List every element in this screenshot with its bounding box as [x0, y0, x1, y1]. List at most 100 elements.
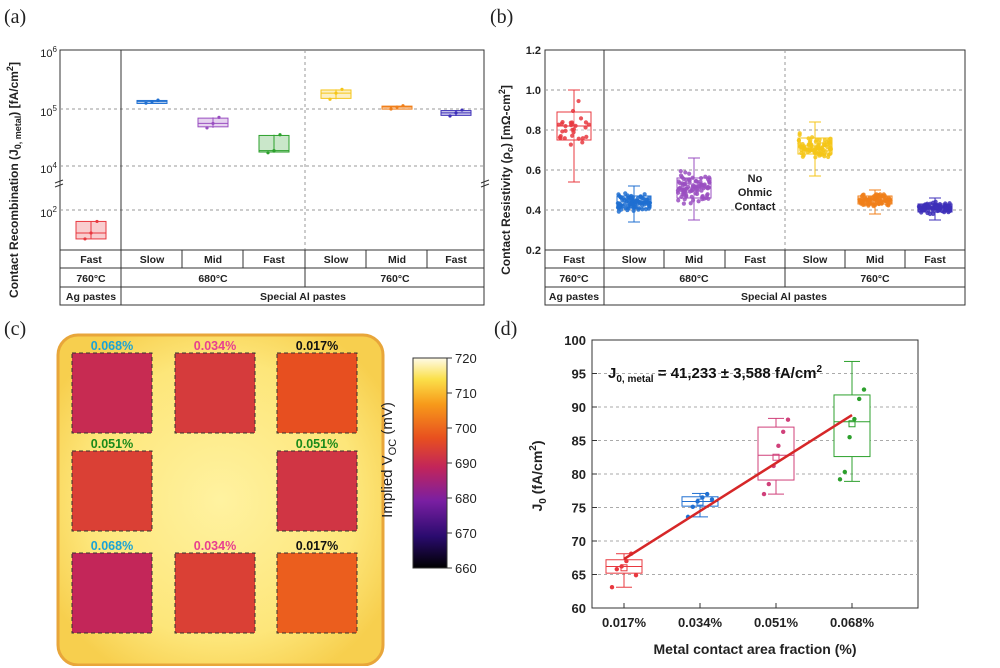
chart-a-point	[334, 91, 338, 95]
chart-b-point	[921, 207, 926, 213]
chart-d-box-1	[681, 491, 719, 520]
chart-d-mean-marker	[772, 453, 780, 461]
chart-d-ytick-2: 70	[572, 534, 586, 549]
chart-b-point	[882, 193, 887, 198]
chart-a-ylabel: Contact Recombination (J0, metal) [fA/cm…	[5, 62, 23, 298]
chart-b-box-0	[556, 89, 592, 183]
chart-b-point	[815, 145, 821, 150]
chart-b-point	[822, 142, 827, 147]
chart-d-point	[624, 558, 629, 564]
chart-b-point	[943, 206, 949, 211]
chart-a-point	[211, 121, 215, 126]
chart-d-point	[766, 481, 771, 487]
chart-b-point	[643, 207, 649, 212]
chart-b-point	[816, 142, 821, 147]
chart-b-point	[707, 175, 712, 180]
area-fraction-label-3: 0.051%	[91, 437, 133, 451]
chart-d-ytick-7: 95	[572, 367, 586, 382]
chart-b-point	[675, 190, 681, 195]
fit-equation: J0, metal = 41,233 ± 3,588 fA/cm2	[608, 364, 823, 385]
chart-b-point	[931, 200, 936, 205]
chart-a-box-4	[320, 87, 352, 101]
chart-b-point	[809, 143, 814, 148]
chart-b-point	[799, 147, 804, 153]
chart-b-cat-5: Mid	[866, 254, 884, 266]
chart-d-ytick-5: 85	[572, 434, 586, 449]
colorbar-tick-1: 710	[455, 386, 477, 401]
chart-d-point	[837, 477, 843, 482]
chart-b-point	[812, 151, 818, 156]
colorbar-tick-6: 660	[455, 561, 477, 576]
chart-a-paste-0: Ag pastes	[66, 291, 116, 303]
chart-b-point	[696, 199, 701, 204]
chart-b-point	[874, 192, 879, 197]
chart-b-point	[570, 127, 575, 132]
chart-a-point	[278, 133, 282, 137]
chart-b: Contact Resistivity (ρc) [mΩ-cm2] 0.2 0.4…	[497, 45, 966, 306]
chart-b-point	[623, 206, 628, 211]
chart-a-cat-4: Slow	[324, 254, 349, 266]
colorbar-tick-5: 670	[455, 526, 477, 541]
chart-a-point	[272, 149, 276, 153]
chart-a-cat-1: Slow	[140, 254, 165, 266]
no-ohmic-annotation: No Ohmic Contact	[735, 173, 776, 213]
chart-d-box-0	[605, 551, 643, 590]
chart-d-ytick-8: 100	[564, 333, 586, 348]
chart-b-point	[618, 204, 623, 210]
colorbar	[412, 357, 448, 569]
chart-b-point	[691, 187, 696, 192]
chart-d-point	[690, 504, 695, 510]
contact-square-5	[71, 552, 153, 634]
chart-b-point	[687, 178, 692, 183]
chart-b-cat-1: Slow	[622, 254, 647, 266]
chart-b-point	[628, 196, 633, 201]
chart-b-point	[937, 201, 943, 207]
chart-b-temp-0: 760°C	[559, 273, 589, 285]
chart-b-ytick-1: 0.4	[526, 205, 542, 217]
chart-b-point	[647, 201, 652, 207]
chart-b-point	[828, 151, 833, 156]
chart-a-temp-0: 760°C	[76, 273, 106, 285]
chart-b-point	[645, 197, 650, 202]
chart-a-box-2	[197, 115, 229, 130]
chart-d: 60 65 70 75 80 85 90 95 100 0.017% 0.034% 0.051% 0.…	[528, 333, 919, 657]
chart-b-point	[947, 203, 952, 208]
chart-b-point	[580, 140, 585, 145]
chart-b-point	[689, 194, 694, 199]
chart-d-ytick-4: 80	[572, 467, 586, 482]
chart-b-point	[563, 124, 568, 129]
chart-b-paste-0: Ag pastes	[549, 291, 599, 303]
chart-a-box-1	[136, 98, 168, 105]
chart-b-point	[687, 171, 692, 176]
chart-b-ylabel: Contact Resistivity (ρc) [mΩ-cm2]	[497, 85, 515, 275]
chart-b-point	[694, 191, 700, 197]
chart-d-point	[619, 564, 624, 569]
chart-b-ytick-4: 1.0	[526, 85, 541, 97]
chart-b-point	[698, 179, 703, 184]
chart-c: 0.068% 0.034% 0.017% 0.051% 0.051% 0.068% 0.03…	[56, 333, 477, 666]
chart-b-point	[886, 203, 891, 208]
chart-a-box-3	[258, 133, 290, 155]
contact-square-4	[276, 450, 358, 532]
chart-b-point	[883, 198, 888, 204]
chart-b-point	[624, 199, 629, 204]
panel-a-label: (a)	[4, 6, 27, 28]
fit-line	[623, 413, 853, 561]
chart-b-point	[806, 136, 811, 141]
chart-d-point	[709, 497, 715, 502]
chart-b-point	[681, 201, 686, 206]
chart-b-point	[569, 120, 575, 125]
chart-b-box-1	[615, 185, 653, 223]
chart-d-point	[614, 566, 619, 572]
area-fraction-label-6: 0.034%	[194, 539, 236, 553]
chart-b-point	[576, 136, 581, 141]
chart-d-xlabel: Metal contact area fraction (%)	[653, 641, 856, 657]
contact-square-1	[174, 352, 256, 434]
svg-text:Contact: Contact	[735, 201, 776, 213]
chart-b-point	[679, 187, 684, 193]
panel-c-label: (c)	[4, 318, 27, 340]
area-fraction-label-4: 0.051%	[296, 437, 338, 451]
contact-square-3	[71, 450, 153, 532]
chart-d-point	[861, 387, 867, 392]
chart-b-cat-4: Slow	[803, 254, 828, 266]
